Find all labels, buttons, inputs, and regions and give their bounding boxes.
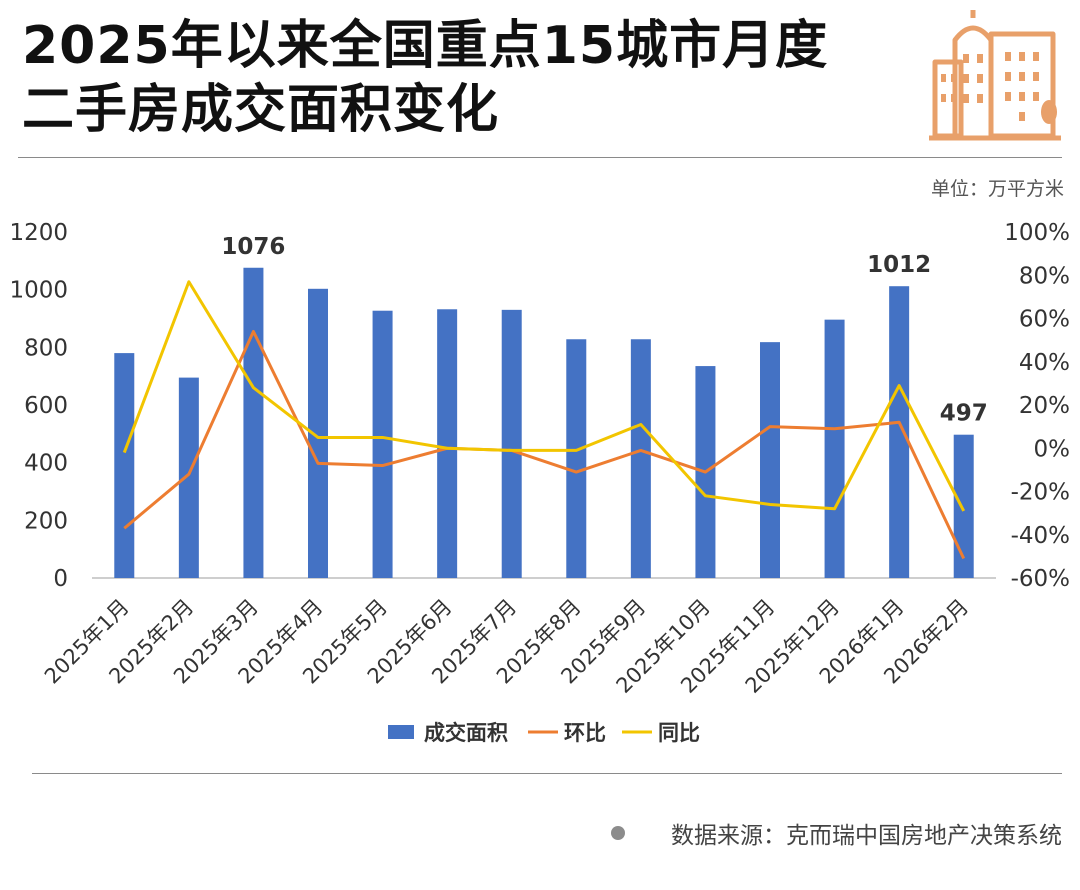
right-axis-tick-label: -40% [1011, 523, 1070, 549]
right-axis-tick-label: 60% [1019, 307, 1070, 333]
bar-area-11 [760, 342, 780, 578]
footer-divider [32, 773, 1062, 774]
bar-area-13 [889, 286, 910, 578]
bar-area-9 [630, 339, 651, 578]
right-axis-tick-label: -60% [1011, 566, 1070, 592]
unit-label: 单位：万平方米 [930, 178, 1064, 200]
right-axis-tick-label: 40% [1019, 350, 1070, 376]
bar-area-8 [566, 339, 587, 578]
left-axis-tick-label: 0 [53, 566, 68, 592]
bar-area-4 [308, 288, 328, 578]
bar-area-5 [372, 310, 393, 578]
left-axis-tick-label: 1200 [9, 220, 68, 246]
left-axis-tick-label: 800 [24, 335, 68, 361]
legend-label: 成交面积 [424, 721, 508, 745]
bar-area-3 [243, 267, 264, 578]
bar-area-7 [501, 309, 522, 578]
header-divider [18, 157, 1062, 158]
title-line-2: 二手房成交面积变化 [22, 80, 500, 140]
right-axis-tick-label: 20% [1019, 393, 1070, 419]
bar-area-1 [114, 353, 135, 578]
bar-area-6 [437, 309, 458, 578]
left-axis-tick-label: 1000 [9, 278, 68, 304]
source-note: 数据来源：克而瑞中国房地产决策系统 [611, 816, 1062, 850]
right-axis-tick-label: 0% [1034, 436, 1071, 462]
right-axis-tick-label: 80% [1019, 263, 1070, 289]
mom-line [123, 329, 966, 560]
legend-label: 环比 [564, 721, 606, 745]
bar-area-14 [953, 434, 974, 578]
yoy-line [122, 280, 966, 512]
dot-icon [611, 826, 625, 840]
bar-data-label: 497 [940, 401, 988, 427]
source-text: 数据来源：克而瑞中国房地产决策系统 [671, 823, 1062, 849]
left-axis-tick-label: 200 [24, 508, 68, 534]
right-axis-tick-label: 100% [1004, 220, 1070, 246]
bar-area-2 [178, 377, 199, 578]
chart-area: 0 200 400 600 800 1000 1200 -60% -40% -20% 0% 20% 40… [9, 220, 1071, 745]
city-buildings-icon [929, 10, 1061, 141]
title-line-1: 2025年以来全国重点15城市月度 [22, 16, 829, 76]
bar-area-12 [824, 319, 845, 578]
bar-data-label: 1076 [221, 234, 285, 260]
chart-title: 2025年以来全国重点15城市月度 二手房成交面积变化 [22, 14, 922, 142]
legend-swatch-area [388, 725, 414, 739]
left-axis-tick-label: 400 [24, 451, 68, 477]
legend-label: 同比 [658, 721, 700, 745]
left-axis-tick-label: 600 [24, 393, 68, 419]
right-axis-tick-label: -20% [1011, 480, 1070, 506]
bar-data-label: 1012 [867, 252, 931, 278]
